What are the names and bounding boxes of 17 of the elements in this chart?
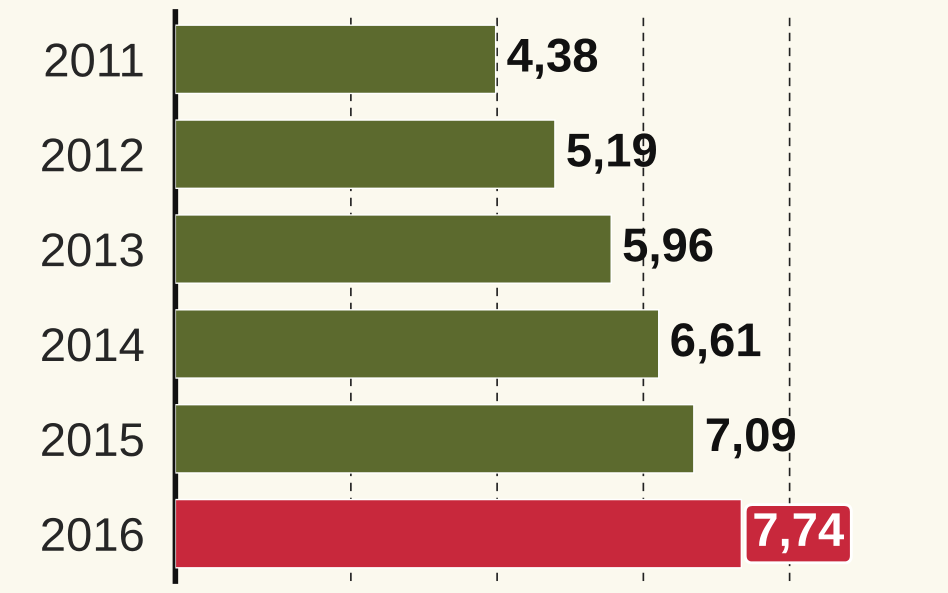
data-label: 7,09 [706,418,795,458]
bar [175,119,556,190]
y-tick-label: 2011 [46,43,143,77]
bar [175,24,496,94]
data-label: 5,19 [567,133,656,174]
y-tick-label: 2015 [42,422,143,456]
y-tick-label: 2016 [42,518,143,552]
data-label: 6,61 [671,323,760,364]
bar [175,404,695,474]
y-tick-label: 2012 [42,138,142,172]
data-label: 5,96 [624,228,712,269]
bar [175,309,660,379]
y-tick-label: 2013 [42,233,143,267]
bar [175,214,612,284]
data-label: 4,38 [507,38,598,79]
y-tick-label: 2014 [42,328,144,362]
data-label: 7,74 [754,513,844,554]
